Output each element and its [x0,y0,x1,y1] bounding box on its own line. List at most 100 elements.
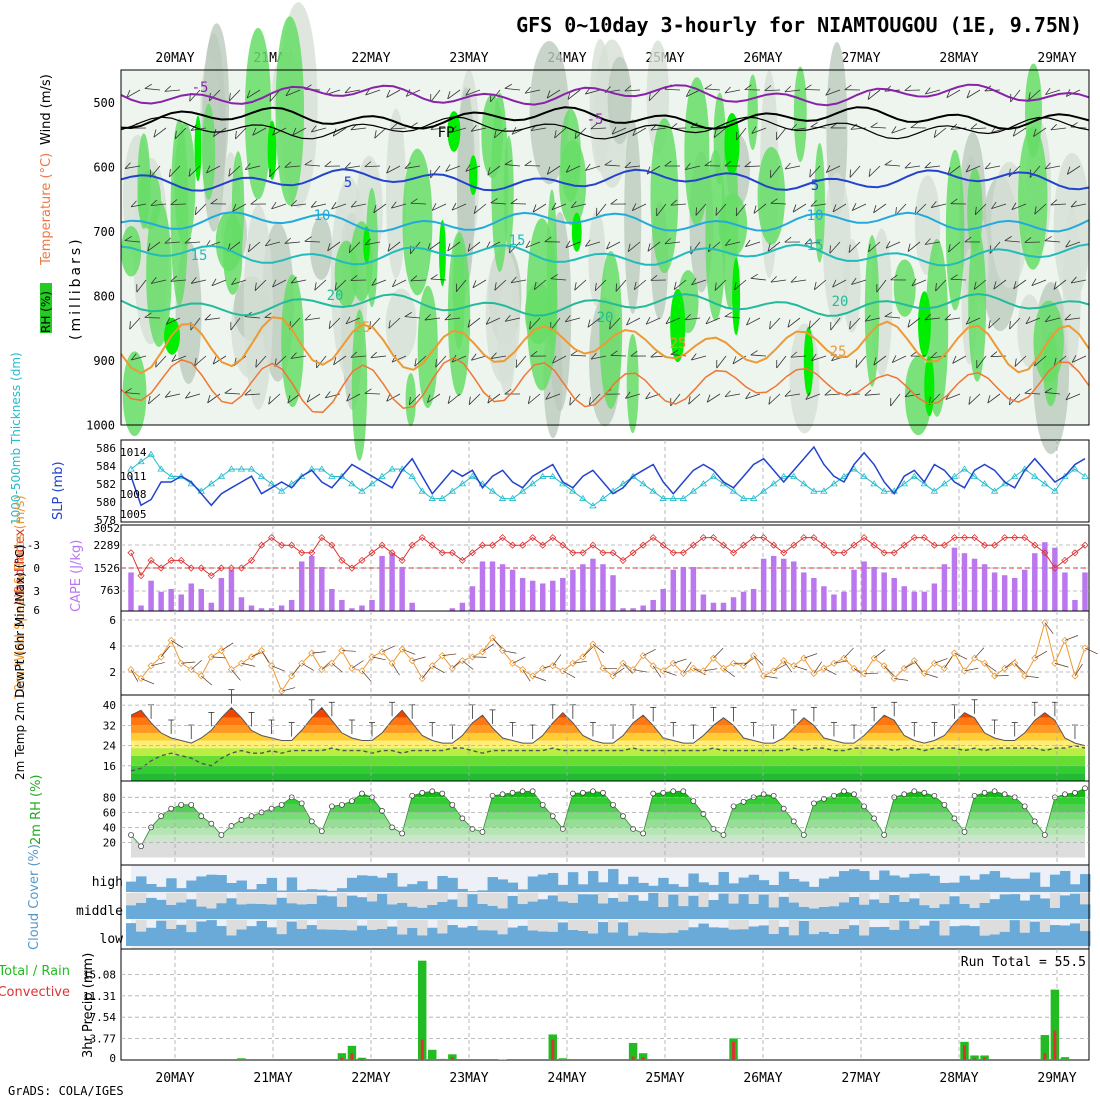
barb-shaft [230,317,241,331]
wind-barb [751,126,767,134]
wind-barb [750,350,767,357]
wind-barb [211,278,227,287]
wind-barb [805,392,821,400]
barb-shaft [472,279,487,289]
rh-point [670,788,677,795]
barb-shaft [1025,317,1041,325]
wind-barb [524,160,541,167]
li-point [127,549,135,557]
rh-shade-green [945,149,965,311]
rh-shade-green [968,228,987,382]
wind-barb [451,202,467,211]
barb-flag [1008,168,1011,177]
rh-shade-green [365,187,378,308]
cloud-cell [407,927,418,946]
barb-flag [1028,92,1031,101]
wind-speed-point [137,674,145,683]
cloud-clear-cell [859,920,870,936]
wind-barb [1050,199,1067,206]
barb-flag [290,200,297,207]
barb-flag [844,84,852,91]
surface-wind-barb [964,667,979,672]
cloud-cell [668,932,679,946]
wind-barb [1045,87,1061,96]
barb-flag [1044,315,1051,322]
barb-shaft [386,165,401,174]
barb-shaft [664,88,681,91]
barb-flag [784,85,791,93]
wind-barb [924,161,941,169]
precip-grid [121,949,1089,1060]
barb-flag [648,92,651,101]
cloud-clear-cell [808,920,820,935]
thickness-point [378,472,386,479]
cloud-clear-cell [919,893,930,906]
barb-flag [410,198,418,204]
wind-speed-point [539,664,547,672]
wind-barb [704,160,721,167]
cloud-cell [437,875,448,892]
rh-point [218,832,225,838]
contour-label: 10 [807,208,824,224]
cloud-cell [979,902,991,919]
barb-flag [545,392,551,400]
barb-shaft [487,165,501,176]
barb-shaft [414,355,427,367]
barb-shaft [904,393,921,398]
barb-shaft [1033,127,1047,137]
wind-barb [690,241,701,255]
surface-wind-barb [683,661,692,674]
thickness-point [960,465,969,472]
cloud-cell [537,899,549,919]
rh-shade-gray [243,204,273,410]
cloud-cell [467,926,478,946]
cloud-clear-cell [397,920,408,935]
cloud-clear-cell [1049,893,1061,908]
barb-shaft [404,165,421,169]
barb-shaft [891,127,907,134]
cape-bar [991,572,998,611]
thickness-point [328,472,336,479]
cloud-cell [497,908,509,919]
contour-label: 25 [354,320,371,336]
cloud-cell [1049,925,1061,946]
li-point [559,541,567,549]
cloud-cell [517,925,529,946]
barb-flag [805,392,811,400]
cloud-cell [136,902,147,919]
rh-point [991,788,998,795]
rh-band [131,804,1085,813]
barb-flag [750,273,758,279]
barb-flag [268,396,271,405]
wind-speed-point [830,659,838,667]
cloud-cell [166,878,177,892]
date-label-bottom: 22MAY [351,1071,390,1086]
cloud-cell [969,879,981,892]
wind-speed-point [268,662,276,670]
cloud-cell [447,877,458,892]
cloud-cell [688,895,699,919]
barb-flag [569,397,571,406]
wind-barb [345,316,361,325]
cloud-cell [1029,894,1041,919]
cape-bar [961,553,968,611]
cloud-cell [336,888,348,892]
barb-flag [130,353,137,361]
barb-shaft [609,317,621,330]
cloud-cell [136,931,147,946]
cloud-clear-cell [969,893,981,908]
cloud-clear-cell [216,893,227,904]
cloud-clear-cell [979,893,991,903]
rh-point [941,801,948,808]
barb-shaft [471,355,487,361]
wind-barb [190,276,207,284]
li-point [740,541,748,549]
wind-barb [988,317,1001,329]
cloud-cell [718,927,729,946]
cloud-clear-cell [818,893,830,907]
temperature-contour [120,292,1090,317]
cloud-cell [477,903,488,919]
cloud-clear-cell [608,920,619,933]
wind-barb [404,312,421,319]
cloud-cell [758,925,770,946]
